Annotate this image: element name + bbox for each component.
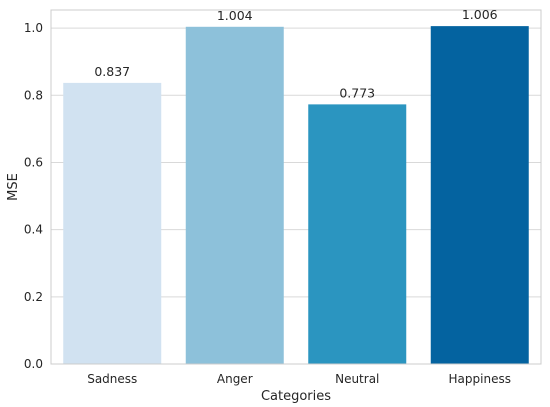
bar-value-label: 1.006 [462,7,498,22]
x-tick-label: Happiness [449,372,511,386]
bar-neutral [308,104,407,364]
x-axis-label: Categories [261,389,331,404]
y-axis-label: MSE [6,173,21,201]
x-tick-label: Neutral [335,372,379,386]
y-tick-labels: 0.0 0.2 0.4 0.6 0.8 1.0 [24,21,43,371]
x-tick-label: Anger [217,372,253,386]
y-tick-label: 0.2 [24,290,43,304]
bar-anger [185,26,284,364]
y-tick-label: 0.4 [24,223,43,237]
bar-value-label: 0.837 [94,64,130,79]
y-tick-label: 0.0 [24,357,43,371]
bar-sadness [63,82,162,364]
y-tick-label: 0.6 [24,155,43,169]
y-tick-label: 1.0 [24,21,43,35]
bar-happiness [430,26,529,365]
y-tick-label: 0.8 [24,88,43,102]
bars [63,26,529,365]
x-tick-label: Sadness [87,372,137,386]
bar-value-label: 0.773 [339,85,375,100]
x-tick-labels: Sadness Anger Neutral Happiness [87,372,511,386]
plot-frame [50,9,542,365]
bar-value-label: 1.004 [217,8,253,23]
plot-border [50,9,542,365]
bar-value-labels: 0.837 1.004 0.773 1.006 [94,7,497,100]
